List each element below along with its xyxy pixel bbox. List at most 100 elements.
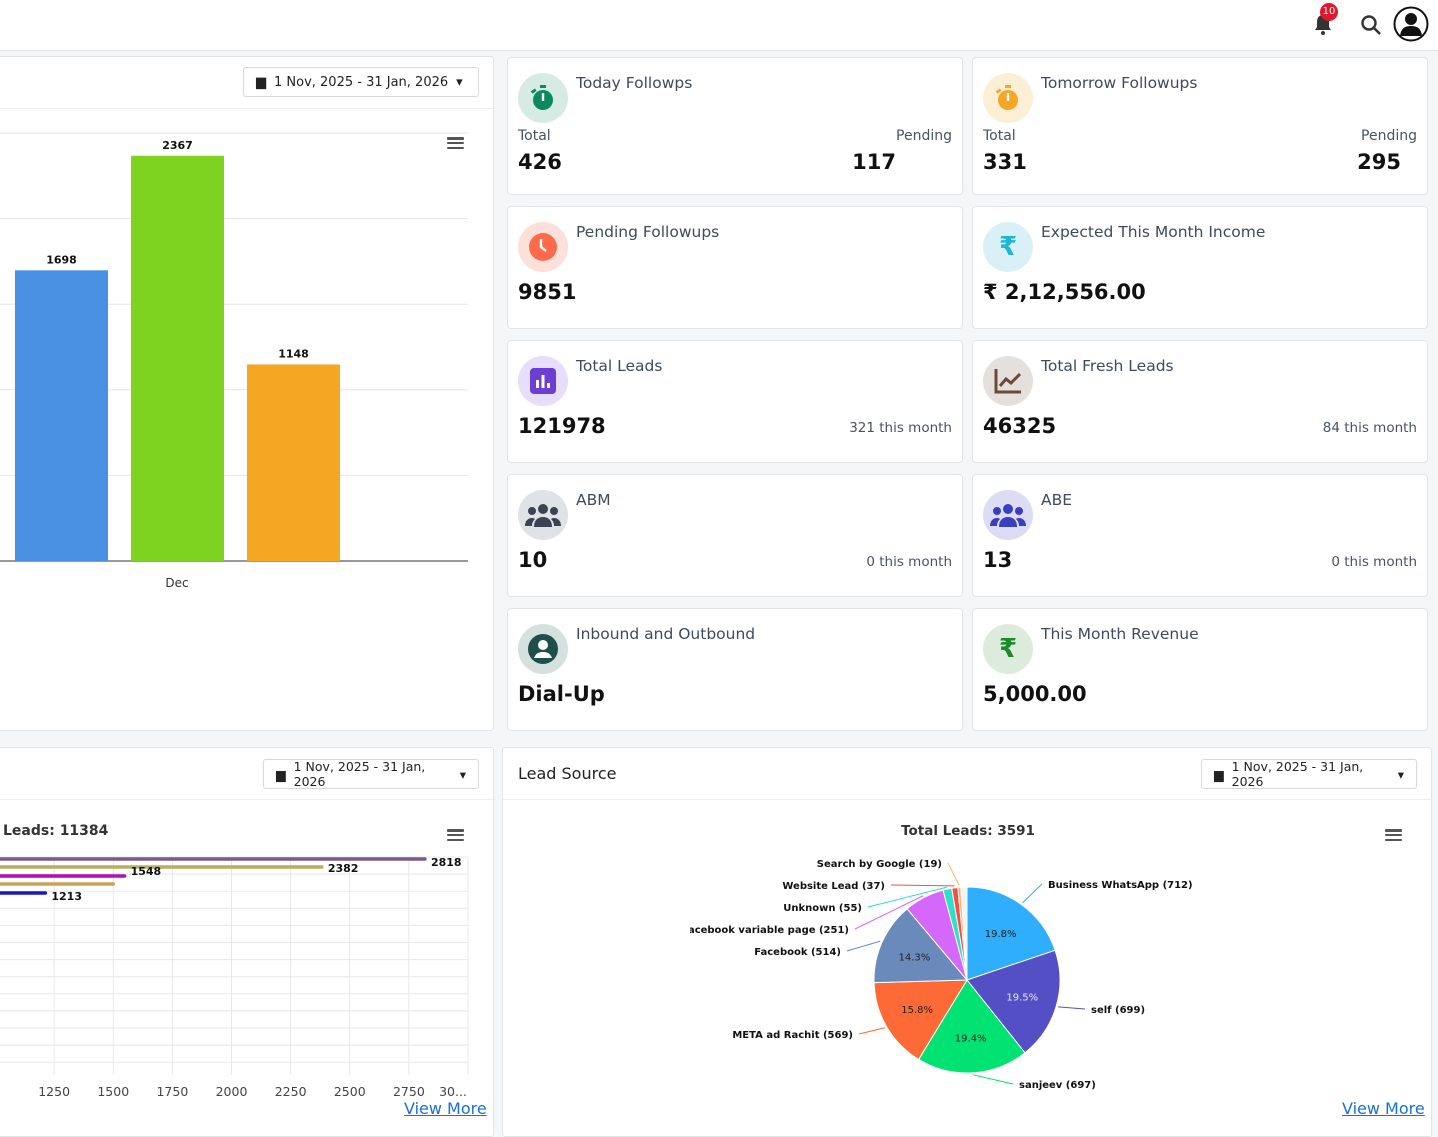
stat-card[interactable]: ₹ This Month Revenue 5,000.00 xyxy=(972,608,1428,731)
date-range-picker[interactable]: ▆ 1 Nov, 2025 - 31 Jan, 2026 ▾ xyxy=(1201,759,1417,789)
leader-line xyxy=(972,1074,1014,1085)
notification-badge: 10 xyxy=(1320,3,1338,21)
user-avatar-icon[interactable] xyxy=(1393,6,1429,42)
x-tick-label: Dec xyxy=(165,576,188,590)
stat-card[interactable]: Tomorrow Followups Total 331 Pending 295 xyxy=(972,57,1428,195)
pie-slice xyxy=(966,949,1061,1054)
card-title: Total Leads xyxy=(576,357,663,375)
users-icon xyxy=(518,490,568,540)
chart-menu-button[interactable] xyxy=(447,829,464,841)
users-icon xyxy=(983,490,1033,540)
stat-card[interactable]: ₹ Expected This Month Income ₹ 2,12,556.0… xyxy=(972,206,1428,329)
bar-data-label: 2818 xyxy=(431,856,462,869)
card-value: 9851 xyxy=(518,280,577,304)
date-range-picker[interactable]: ▆ 1 Nov, 2025 - 31 Jan, 2026 ▾ xyxy=(263,759,479,789)
date-range-picker[interactable]: ▆ 1 Nov, 2025 - 31 Jan, 2026 ▾ xyxy=(243,67,479,97)
divider xyxy=(503,799,1433,800)
bar-data-label: 2382 xyxy=(328,862,359,875)
clock-icon xyxy=(518,222,568,272)
stopwatch-icon xyxy=(983,73,1033,123)
leader-line xyxy=(858,1027,885,1035)
calendar-icon: ▆ xyxy=(276,766,286,782)
view-more-link[interactable]: View More xyxy=(1342,1099,1425,1118)
slice-label: sanjeev (697) xyxy=(1019,1080,1096,1091)
bar-chart: 1698 2367 1148 Dec xyxy=(0,132,468,590)
stat-card[interactable]: Inbound and Outbound Dial-Up xyxy=(507,608,963,731)
bar xyxy=(247,364,340,561)
caret-down-icon: ▾ xyxy=(456,74,463,90)
rupee-icon: ₹ xyxy=(983,222,1033,272)
slice-label: Business WhatsApp (712) xyxy=(1048,880,1193,891)
bar xyxy=(131,155,224,561)
card-value: 10 xyxy=(518,548,548,572)
total-value: 331 xyxy=(983,150,1027,174)
chart-title: Leads: 11384 xyxy=(3,823,109,839)
pending-label: Pending xyxy=(896,128,952,144)
pie-slice xyxy=(960,886,968,981)
bar-chart-icon xyxy=(518,356,568,406)
rupee-icon: ₹ xyxy=(983,624,1033,674)
card-title: This Month Revenue xyxy=(1041,625,1199,643)
x-tick-label: 2750 xyxy=(393,1084,425,1099)
pie-slice xyxy=(966,886,1056,981)
pending-value: 295 xyxy=(1357,150,1401,174)
total-value: 426 xyxy=(518,150,562,174)
caret-down-icon: ▾ xyxy=(459,766,466,782)
chart-menu-button[interactable] xyxy=(447,137,464,149)
card-title: Tomorrow Followups xyxy=(1041,74,1198,92)
card-value: 46325 xyxy=(983,414,1057,438)
stat-card[interactable]: Today Followps Total 426 Pending 117 xyxy=(507,57,963,195)
card-value: 121978 xyxy=(518,414,606,438)
slice-percent-label: 19.5% xyxy=(1006,992,1038,1003)
card-title: Pending Followups xyxy=(576,223,720,241)
chart-title: Total Leads: 3591 xyxy=(901,823,1035,839)
stopwatch-icon xyxy=(518,73,568,123)
slice-label: Search by Google (19) xyxy=(817,859,942,870)
slice-percent-label: 19.4% xyxy=(955,1034,987,1045)
pending-value: 117 xyxy=(852,150,896,174)
x-tick-label: 1250 xyxy=(38,1084,70,1099)
card-title: ABE xyxy=(1041,491,1073,509)
x-tick-label: 1500 xyxy=(97,1084,129,1099)
panel-title: Lead Source xyxy=(518,764,617,783)
stat-card[interactable]: ABE 13 0 this month xyxy=(972,474,1428,597)
x-tick-label: 30... xyxy=(439,1084,467,1099)
slice-label: Facebook (514) xyxy=(754,947,841,958)
x-tick-label: 1750 xyxy=(156,1084,188,1099)
divider xyxy=(0,799,495,800)
x-tick-label: 2500 xyxy=(334,1084,366,1099)
stat-card[interactable]: Total Fresh Leads 46325 84 this month xyxy=(972,340,1428,463)
card-subtext: 0 this month xyxy=(1331,554,1417,570)
user-circle-icon xyxy=(518,624,568,674)
notifications-button[interactable]: 10 xyxy=(1312,3,1338,40)
card-value: ₹ 2,12,556.00 xyxy=(983,280,1146,304)
calendar-icon: ▆ xyxy=(1214,766,1224,782)
card-subtext: 0 this month xyxy=(866,554,952,570)
horizontal-bar-chart: 2818238215481213012501500175020002250250… xyxy=(0,856,469,1099)
card-title: Total Fresh Leads xyxy=(1041,357,1174,375)
divider xyxy=(0,108,495,109)
bar-data-label: 1148 xyxy=(278,347,309,360)
pie-slice xyxy=(873,908,969,984)
card-subtext: 321 this month xyxy=(849,420,952,436)
slice-label: facebook variable page (251) xyxy=(690,925,849,936)
calendar-icon: ▆ xyxy=(256,74,266,90)
stat-card[interactable]: ABM 10 0 this month xyxy=(507,474,963,597)
pending-label: Pending xyxy=(1361,128,1417,144)
total-label: Total xyxy=(518,128,551,144)
bar-data-label: 1213 xyxy=(51,890,82,903)
bar-data-label: 1548 xyxy=(131,865,162,878)
caret-down-icon: ▾ xyxy=(1397,766,1404,782)
slice-percent-label: 15.8% xyxy=(901,1005,933,1016)
search-icon[interactable] xyxy=(1360,14,1382,36)
view-more-link[interactable]: View More xyxy=(404,1099,487,1118)
top-header: 10 xyxy=(0,0,1438,51)
card-value: Dial-Up xyxy=(518,682,605,706)
slice-label: Website Lead (37) xyxy=(782,881,885,892)
card-title: Today Followps xyxy=(576,74,693,92)
stat-card[interactable]: Pending Followups 9851 xyxy=(507,206,963,329)
x-tick-label: 2250 xyxy=(275,1084,307,1099)
stat-card[interactable]: Total Leads 121978 321 this month xyxy=(507,340,963,463)
chart-menu-button[interactable] xyxy=(1385,829,1402,841)
slice-percent-label: 14.3% xyxy=(898,952,930,963)
